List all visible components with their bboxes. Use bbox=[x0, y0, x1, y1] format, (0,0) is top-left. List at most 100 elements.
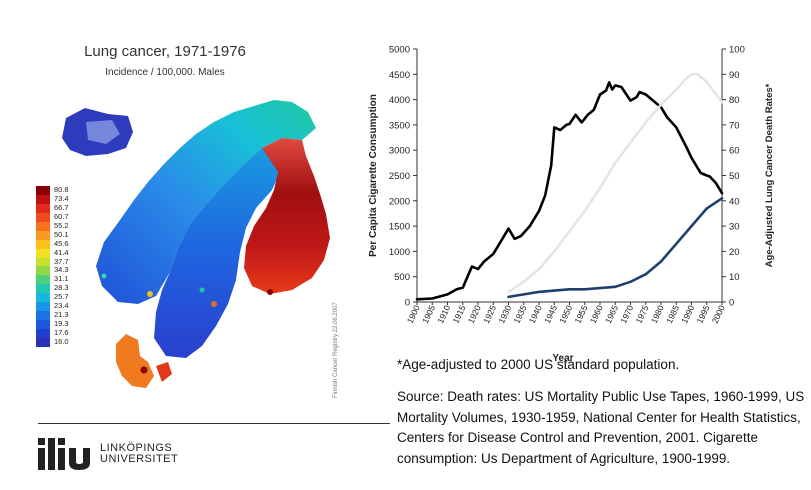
legend-item: 23.4 bbox=[36, 301, 69, 312]
legend-item: 25.7 bbox=[36, 292, 69, 303]
series-line-2 bbox=[507, 72, 724, 294]
y-right-tick-label: 20 bbox=[729, 247, 740, 258]
y-right-tick-label: 50 bbox=[729, 171, 740, 182]
footer-divider bbox=[38, 423, 390, 424]
y-left-tick-label: 3500 bbox=[389, 120, 410, 131]
legend-label: 25.7 bbox=[54, 292, 69, 302]
x-tick-label: 1960 bbox=[588, 303, 605, 325]
legend-swatch bbox=[36, 230, 50, 240]
legend-swatch bbox=[36, 311, 50, 321]
x-tick-label: 1990 bbox=[679, 303, 696, 325]
y-left-tick-label: 1000 bbox=[389, 247, 410, 258]
legend-label: 28.3 bbox=[54, 283, 69, 293]
y-left-tick-label: 1500 bbox=[389, 222, 410, 233]
legend-swatch bbox=[36, 194, 50, 204]
legend-item: 50.1 bbox=[36, 229, 69, 240]
legend-swatch bbox=[36, 221, 50, 231]
legend-item: 37.7 bbox=[36, 256, 69, 267]
legend-swatch bbox=[36, 186, 50, 195]
denmark-island bbox=[156, 362, 172, 382]
y-left-tick-label: 500 bbox=[394, 272, 410, 283]
x-tick-label: 1910 bbox=[435, 303, 452, 325]
x-tick-label: 1965 bbox=[603, 303, 620, 325]
x-tick-label: 1920 bbox=[466, 303, 483, 325]
legend-swatch bbox=[36, 302, 50, 312]
map-title: Lung cancer, 1971-1976 bbox=[84, 43, 246, 60]
x-tick-label: 1940 bbox=[527, 303, 544, 325]
legend-item: 55.2 bbox=[36, 220, 69, 231]
legend-swatch bbox=[36, 266, 50, 276]
y-right-tick-label: 70 bbox=[729, 120, 740, 131]
legend-item: 60.7 bbox=[36, 211, 69, 222]
y-right-tick-label: 40 bbox=[729, 196, 740, 207]
x-tick-label: 1905 bbox=[420, 303, 437, 325]
y-right-tick-label: 100 bbox=[729, 45, 745, 56]
y-right-tick-label: 30 bbox=[729, 222, 740, 233]
legend-label: 37.7 bbox=[54, 256, 69, 266]
y-right-tick-label: 90 bbox=[729, 70, 740, 81]
legend-item: 45.6 bbox=[36, 238, 69, 249]
legend-swatch bbox=[36, 293, 50, 303]
legend-item: 31.1 bbox=[36, 274, 69, 285]
legend-swatch bbox=[36, 212, 50, 222]
norway-region bbox=[96, 100, 316, 304]
legend-label: 80.8 bbox=[54, 185, 69, 194]
city-marker bbox=[267, 289, 273, 295]
footnote: *Age-adjusted to 2000 US standard popula… bbox=[397, 357, 680, 372]
legend-swatch bbox=[36, 257, 50, 267]
legend-label: 55.2 bbox=[54, 220, 69, 230]
nordic-incidence-map bbox=[62, 100, 330, 388]
x-axis-title: Year bbox=[552, 353, 573, 364]
legend-swatch bbox=[36, 275, 50, 285]
x-tick-label: 1930 bbox=[496, 303, 513, 325]
y-right-tick-label: 10 bbox=[729, 272, 740, 283]
x-tick-label: 1975 bbox=[634, 303, 651, 325]
legend-label: 50.1 bbox=[54, 229, 69, 239]
x-tick-label: 1995 bbox=[695, 303, 712, 325]
legend-swatch bbox=[36, 337, 50, 347]
legend-swatch bbox=[36, 239, 50, 249]
university-logo: LINKÖPINGS UNIVERSITET bbox=[38, 438, 178, 470]
sweden-region bbox=[154, 148, 280, 358]
legend-label: 45.6 bbox=[54, 238, 69, 248]
y-right-tick-label: 60 bbox=[729, 146, 740, 157]
x-tick-label: 1955 bbox=[573, 303, 590, 325]
legend-label: 19.3 bbox=[54, 319, 69, 329]
x-tick-label: 1985 bbox=[664, 303, 681, 325]
legend-label: 23.4 bbox=[54, 301, 69, 311]
y-left-tick-label: 4000 bbox=[389, 95, 410, 106]
university-name-line1: LINKÖPINGS bbox=[100, 441, 173, 454]
legend-item: 41.4 bbox=[36, 247, 69, 258]
university-name-line2: UNIVERSITET bbox=[100, 453, 179, 465]
y-left-tick-label: 4500 bbox=[389, 70, 410, 81]
x-tick-label: 1915 bbox=[451, 303, 468, 325]
y-left-tick-label: 5000 bbox=[389, 45, 410, 56]
map-subtitle: Incidence / 100,000. Males bbox=[105, 67, 225, 78]
y-left-tick-label: 0 bbox=[405, 298, 410, 309]
x-tick-label: 2000 bbox=[710, 303, 727, 325]
legend-swatch bbox=[36, 320, 50, 329]
legend-item: 19.3 bbox=[36, 319, 69, 329]
city-marker bbox=[199, 287, 205, 293]
x-tick-label: 1925 bbox=[481, 303, 498, 325]
cigarette-vs-lung-cancer-chart: 0500100015002000250030003500400045005000… bbox=[368, 45, 775, 365]
legend-label: 17.6 bbox=[54, 328, 69, 337]
x-tick-label: 1980 bbox=[649, 303, 666, 325]
map-legend: 80.8 73.4 66.7 60.7 55.2 50.1 45.6 41.4 37.7 34.3… bbox=[36, 185, 69, 347]
y-left-tick-label: 2000 bbox=[389, 196, 410, 207]
legend-item: 16.0 bbox=[36, 337, 69, 347]
iceland-highland bbox=[86, 120, 120, 144]
y-axis-right-title: Age-Adjusted Lung Cancer Death Rates* bbox=[764, 83, 775, 267]
legend-item: 17.6 bbox=[36, 328, 69, 338]
legend-label: 60.7 bbox=[54, 211, 69, 221]
legend-label: 41.4 bbox=[54, 247, 69, 257]
legend-label: 31.1 bbox=[54, 274, 69, 284]
y-right-tick-label: 80 bbox=[729, 95, 740, 106]
y-left-tick-label: 2500 bbox=[389, 171, 410, 182]
legend-swatch bbox=[36, 203, 50, 213]
y-right-tick-label: 0 bbox=[729, 298, 734, 309]
legend-swatch bbox=[36, 248, 50, 258]
legend-item: 34.3 bbox=[36, 265, 69, 276]
denmark-region bbox=[116, 334, 154, 388]
legend-item: 21.3 bbox=[36, 310, 69, 321]
